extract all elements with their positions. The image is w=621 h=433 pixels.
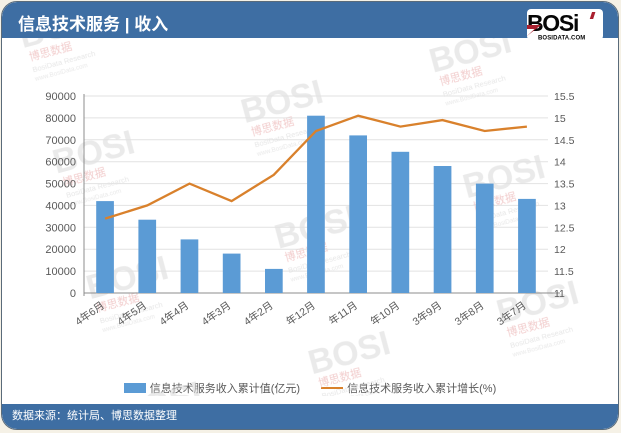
svg-text:3年7月: 3年7月 bbox=[494, 299, 528, 328]
svg-text:15.5: 15.5 bbox=[554, 91, 575, 103]
svg-text:12.5: 12.5 bbox=[554, 222, 575, 234]
svg-text:4年5月: 4年5月 bbox=[115, 299, 149, 328]
svg-text:3年9月: 3年9月 bbox=[410, 299, 444, 328]
svg-text:80000: 80000 bbox=[45, 113, 76, 125]
svg-text:13: 13 bbox=[554, 200, 566, 212]
svg-text:15: 15 bbox=[554, 113, 566, 125]
svg-text:11.5: 11.5 bbox=[554, 266, 574, 278]
svg-text:年12月: 年12月 bbox=[283, 299, 317, 328]
svg-text:90000: 90000 bbox=[45, 91, 76, 103]
svg-text:年11月: 年11月 bbox=[326, 299, 360, 328]
svg-text:年10月: 年10月 bbox=[368, 299, 402, 328]
svg-text:3年8月: 3年8月 bbox=[452, 299, 486, 328]
svg-text:50000: 50000 bbox=[45, 179, 76, 191]
svg-text:30000: 30000 bbox=[45, 222, 76, 234]
svg-text:14.5: 14.5 bbox=[554, 135, 575, 147]
svg-text:70000: 70000 bbox=[45, 135, 76, 147]
svg-text:11: 11 bbox=[554, 288, 565, 300]
svg-text:4年3月: 4年3月 bbox=[199, 299, 233, 328]
svg-text:60000: 60000 bbox=[45, 157, 76, 169]
svg-text:4年6月: 4年6月 bbox=[73, 299, 107, 328]
svg-text:12: 12 bbox=[554, 244, 566, 256]
svg-text:4年4月: 4年4月 bbox=[157, 299, 191, 328]
svg-text:13.5: 13.5 bbox=[554, 179, 575, 191]
svg-text:40000: 40000 bbox=[45, 200, 76, 212]
svg-text:0: 0 bbox=[70, 288, 76, 300]
svg-text:14: 14 bbox=[554, 157, 566, 169]
svg-text:4年2月: 4年2月 bbox=[241, 299, 275, 328]
svg-text:10000: 10000 bbox=[45, 266, 76, 278]
svg-text:20000: 20000 bbox=[45, 244, 76, 256]
